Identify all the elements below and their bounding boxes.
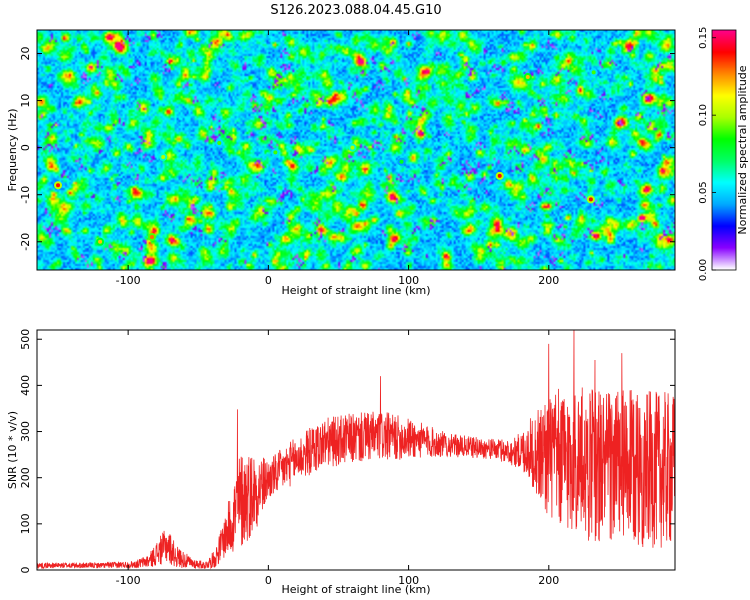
snr-x-tick-label: -100 [116,574,141,587]
spectrogram-hotspot [350,145,355,150]
snr-x-tick-label: 200 [538,574,559,587]
figure-title: S126.2023.088.04.45.G10 [270,3,441,18]
spectrogram-y-tick-label: 0 [19,144,32,151]
snr-y-axis-label: SNR (10 * v/v) [6,411,19,489]
spectrogram-hotspot [217,140,222,145]
spectrogram-x-axis-label: Height of straight line (km) [281,284,430,297]
spectrogram-heatmap-image [37,30,675,270]
spectrogram-x-tick-label: 100 [398,274,419,287]
spectrogram-frame [36,29,676,271]
snr-x-axis-label: Height of straight line (km) [281,583,430,596]
spectrogram-y-axis-label: Frequency (Hz) [6,109,19,192]
snr-y-tick-label: 300 [19,421,32,442]
spectrogram-y-tick-label: 10 [19,94,32,108]
snr-series-line-group [37,330,675,570]
snr-x-ticks: -100 0 100 200 [116,330,559,587]
spectrogram-hotspot [149,235,154,240]
spectrogram-hotspot [98,239,103,244]
spectrogram-x-tick-label: 200 [538,274,559,287]
spectrogram-hotspot [588,197,593,202]
snr-y-tick-label: 400 [19,375,32,396]
snr-x-tick-label: 0 [265,574,272,587]
snr-x-tick-label: 100 [398,574,419,587]
spectrogram-hotspot [497,173,502,178]
spectrogram-hotspot [273,150,278,155]
colorbar-tick-label: 0.00 [698,259,709,281]
spectrogram-hotspot [591,70,596,75]
snr-y-tick-label: 200 [19,467,32,488]
spectrogram-hotspot [56,183,61,188]
spectrogram-x-tick-label: 0 [265,274,272,287]
colorbar-tick-label: 0.10 [698,104,709,126]
spectrogram-y-tick-label: -20 [19,233,32,251]
snr-y-tick-label: 100 [19,513,32,534]
spectrogram-hotspot [161,155,166,160]
spectrogram-hotspot [525,75,530,80]
spectrogram-x-ticks: -100 0 100 200 [116,30,559,287]
colorbar-tick-label: 0.15 [698,27,709,49]
snr-y-tick-label: 0 [19,567,32,574]
spectrogram-y-tick-label: 20 [19,47,32,61]
spectrogram-hotspots [54,68,598,246]
spectrogram-y-tick-label: -10 [19,186,32,204]
snr-panel: -100 0 100 200 0 100 200 300 400 500 Height of s… [6,329,676,596]
colorbar-frame [711,29,737,271]
colorbar-tick-label: 0.05 [698,181,709,203]
spectrogram-y-ticks: -20 -10 0 10 20 [19,47,675,251]
snr-y-ticks: 0 100 200 300 400 500 [19,329,675,574]
spectrogram-hotspot [399,159,404,164]
snr-y-tick-label: 500 [19,329,32,350]
colorbar-ticks: 0.00 0.05 0.10 0.15 [698,27,716,281]
snr-series-line [37,330,675,570]
colorbar-gradient [712,30,736,270]
colorbar-label: Normalized spectral amplitude [736,65,749,234]
spectrogram-x-tick-label: -100 [116,274,141,287]
snr-frame [36,329,676,571]
colorbar: 0.00 0.05 0.10 0.15 Normalized spectral amp… [698,27,749,282]
